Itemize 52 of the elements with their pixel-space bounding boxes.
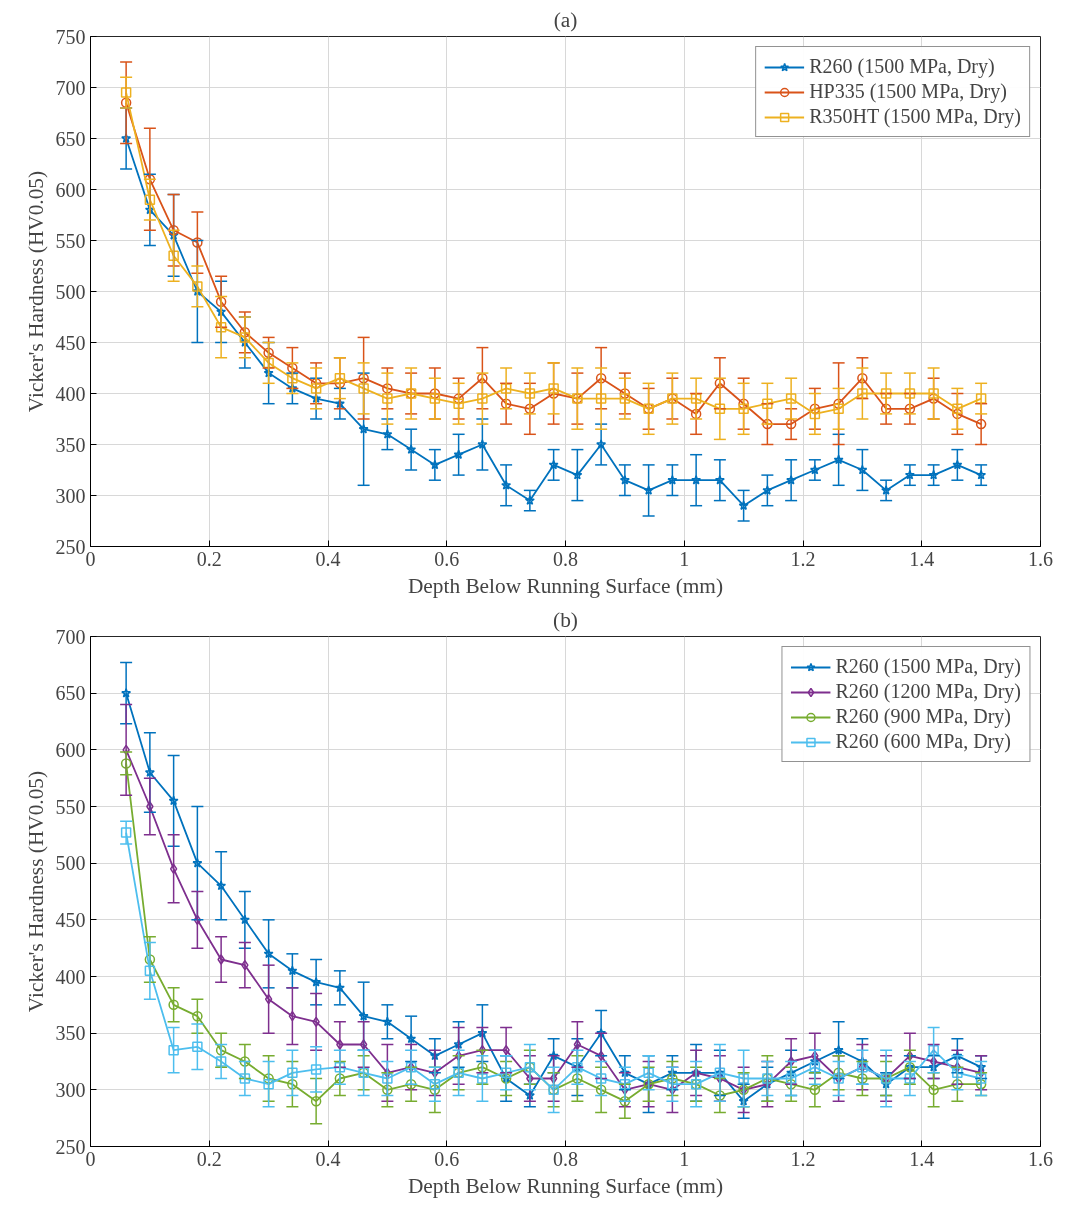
x-tick-label: 1.2 — [790, 547, 816, 570]
x-tick-label: 0.6 — [434, 547, 460, 570]
y-tick-label: 300 — [55, 1078, 86, 1101]
legend-label: R260 (1500 MPa, Dry) — [809, 55, 995, 78]
x-tick-label: 1.4 — [909, 1147, 935, 1170]
x-tick-label: 0.8 — [553, 1147, 578, 1170]
legend-label: R260 (1500 MPa, Dry) — [835, 655, 1021, 678]
y-tick-label: 550 — [55, 795, 86, 818]
chart-title: (b) — [553, 607, 578, 632]
legend-label: R260 (600 MPa, Dry) — [835, 730, 1011, 753]
legend-label: R350HT (1500 MPa, Dry) — [809, 105, 1021, 128]
x-tick-label: 0.2 — [196, 547, 222, 570]
legend-label: R260 (1200 MPa, Dry) — [835, 680, 1021, 703]
x-tick-label: 1.6 — [1028, 1147, 1053, 1170]
x-tick-label: 1 — [679, 1147, 690, 1170]
legend-label: R260 (900 MPa, Dry) — [835, 705, 1011, 728]
y-tick-label: 750 — [55, 25, 86, 48]
y-tick-label: 400 — [55, 382, 86, 405]
x-tick-label: 0 — [85, 1147, 96, 1170]
y-tick-label: 600 — [55, 738, 86, 761]
x-tick-label: 0.2 — [196, 1147, 222, 1170]
x-tick-label: 0 — [85, 547, 96, 570]
y-tick-label: 500 — [55, 852, 86, 875]
x-axis-title: Depth Below Running Surface (mm) — [407, 1173, 724, 1198]
y-tick-label: 350 — [55, 1022, 86, 1045]
x-tick-label: 1.2 — [790, 1147, 816, 1170]
y-tick-label: 250 — [55, 1135, 86, 1158]
y-tick-label: 250 — [55, 535, 86, 558]
x-tick-label: 1 — [679, 547, 690, 570]
y-tick-label: 450 — [55, 908, 86, 931]
legend-label: HP335 (1500 MPa, Dry) — [809, 80, 1007, 103]
x-tick-label: 0.4 — [315, 547, 341, 570]
y-axis-title: Vicker's Hardness (HV0.05) — [23, 170, 48, 413]
y-tick-label: 400 — [55, 965, 86, 988]
y-tick-label: 650 — [55, 682, 86, 705]
y-tick-label: 700 — [55, 76, 86, 99]
y-tick-label: 700 — [55, 625, 86, 648]
x-tick-label: 0.6 — [434, 1147, 460, 1170]
y-tick-label: 300 — [55, 484, 86, 507]
y-tick-label: 600 — [55, 178, 86, 201]
y-tick-label: 650 — [55, 127, 86, 150]
y-tick-label: 500 — [55, 280, 86, 303]
y-axis-title: Vicker's Hardness (HV0.05) — [23, 770, 48, 1013]
chart-title: (a) — [553, 7, 578, 32]
y-tick-label: 550 — [55, 229, 86, 252]
x-tick-label: 1.6 — [1028, 547, 1053, 570]
x-tick-label: 0.4 — [315, 1147, 341, 1170]
x-axis-title: Depth Below Running Surface (mm) — [407, 573, 724, 598]
x-tick-label: 0.8 — [553, 547, 578, 570]
x-tick-label: 1.4 — [909, 547, 935, 570]
y-tick-label: 350 — [55, 433, 86, 456]
y-tick-label: 450 — [55, 331, 86, 354]
